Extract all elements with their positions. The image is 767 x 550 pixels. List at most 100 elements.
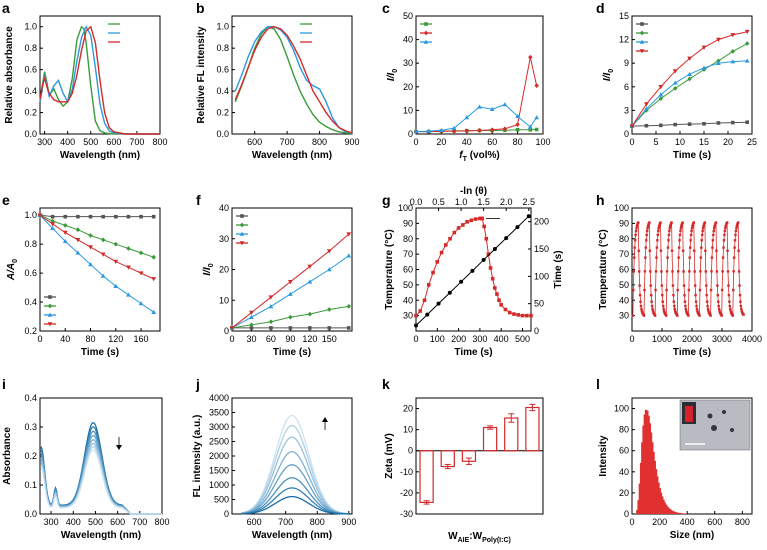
data-point-g [448,236,452,241]
data-point-e [47,312,53,317]
data-point-h [644,256,647,259]
panel-a: a 300 400 500 600 700 800 0.0 0.2 0.4 0.6 0.8 1.0 Wav… [2,0,168,161]
x-tick-label-f: 120 [302,334,317,344]
y-tick-label-c: 30 [403,58,413,68]
data-point-f [346,304,351,309]
x2-tick-label-g: 2.5 [522,197,535,207]
panel-label-j: j [195,376,200,392]
panel-label-g: g [382,192,391,208]
y-tick-label-i: 0.3 [24,422,37,432]
data-point-h [738,284,741,287]
data-point-h [651,307,654,311]
y-tick-label-i: 0.0 [24,509,37,519]
linear-fit-point-g [447,290,452,295]
x-tick-label-l: 0 [629,517,634,527]
x-tick-label-i: 800 [154,517,169,527]
data-point-g [444,243,448,247]
data-point-f [269,326,273,330]
x-tick-label-j: 700 [278,517,293,527]
x-axis-label-h: Time (s) [673,347,711,358]
data-point-f [268,319,274,325]
data-point-d [687,71,692,77]
data-point-h [701,233,704,237]
data-point-h [711,246,714,249]
panel-k: k -30 -20 -10 0 10 20 Zeta (mV) WAIE:WPoly(I:C) [382,376,544,544]
y-axis-label-e: A/A0 [6,259,19,281]
data-point-h [733,239,737,242]
x-axis-label-i: Wavelength (nm) [61,530,141,541]
data-point-f [346,326,351,330]
x-tick-label-g: 300 [472,334,487,344]
y-tick-label-d: 15 [619,11,629,21]
data-point-g [418,309,423,313]
y-tick-label-g: 40 [403,295,413,305]
data-point-f [307,311,313,317]
data-point-h [638,270,641,273]
data-point-d [716,60,721,65]
series-line-e [39,214,154,313]
data-point-h [635,224,639,228]
nanoparticle-l [722,410,726,414]
y2-axis-label-g: Time (s) [553,250,564,288]
data-point-h [666,246,670,249]
data-point-c [528,127,533,132]
x-tick-label-f: 60 [266,334,276,344]
data-point-h [705,293,708,297]
data-point-g [499,303,503,307]
y2-tick-label-g: 150 [534,244,549,254]
data-point-e [126,246,131,251]
data-point-d [701,45,707,50]
y2-tick-label-g: 50 [534,299,544,309]
data-point-h [649,270,652,273]
data-point-e [113,241,118,247]
data-point-c [515,127,520,132]
data-point-h [703,221,707,224]
series-line-e [39,214,154,218]
data-point-h [638,293,642,297]
data-point-d [744,58,750,63]
data-point-h [712,229,715,233]
data-point-e [75,238,81,243]
data-point-h [645,239,648,242]
data-point-h [646,226,649,230]
x-tick-label-l: 400 [680,517,695,527]
data-point-h [728,300,731,303]
data-point-h [704,270,707,273]
data-point-h [643,288,646,292]
data-point-h [694,300,698,303]
data-point-h [701,226,705,230]
x-tick-label-a: 600 [106,137,121,147]
data-point-f [268,295,274,300]
plot-frame-f [231,207,353,332]
x-tick-label-d: 15 [699,137,709,147]
series-line-c [416,57,538,133]
y-tick-label-e: 0.6 [24,268,37,278]
data-point-h [669,224,672,228]
y-tick-label-a: 0.2 [24,108,37,118]
x-tick-label-e: 40 [60,334,70,344]
data-point-h [676,314,679,317]
series-line-d [631,60,748,127]
y-tick-label-f: 40 [219,203,229,213]
data-point-c [423,39,429,44]
data-point-h [671,284,675,287]
data-point-h [702,224,705,228]
panel-label-b: b [196,0,205,16]
data-point-h [654,288,657,292]
data-point-f [288,326,293,330]
data-point-c [464,115,470,120]
data-point-h [679,229,682,233]
data-point-g [478,216,482,221]
x-tick-label-j: 900 [341,517,356,527]
x-tick-label-g: 200 [451,334,466,344]
data-point-g [503,307,508,312]
data-point-h [687,288,691,292]
y-tick-label-c: 50 [403,11,413,21]
data-point-e [139,214,143,219]
data-point-h [682,270,685,273]
y-tick-label-a: 0.4 [24,86,37,96]
series-line-b [234,25,353,135]
data-point-h [688,256,691,259]
data-point-g [529,313,533,318]
